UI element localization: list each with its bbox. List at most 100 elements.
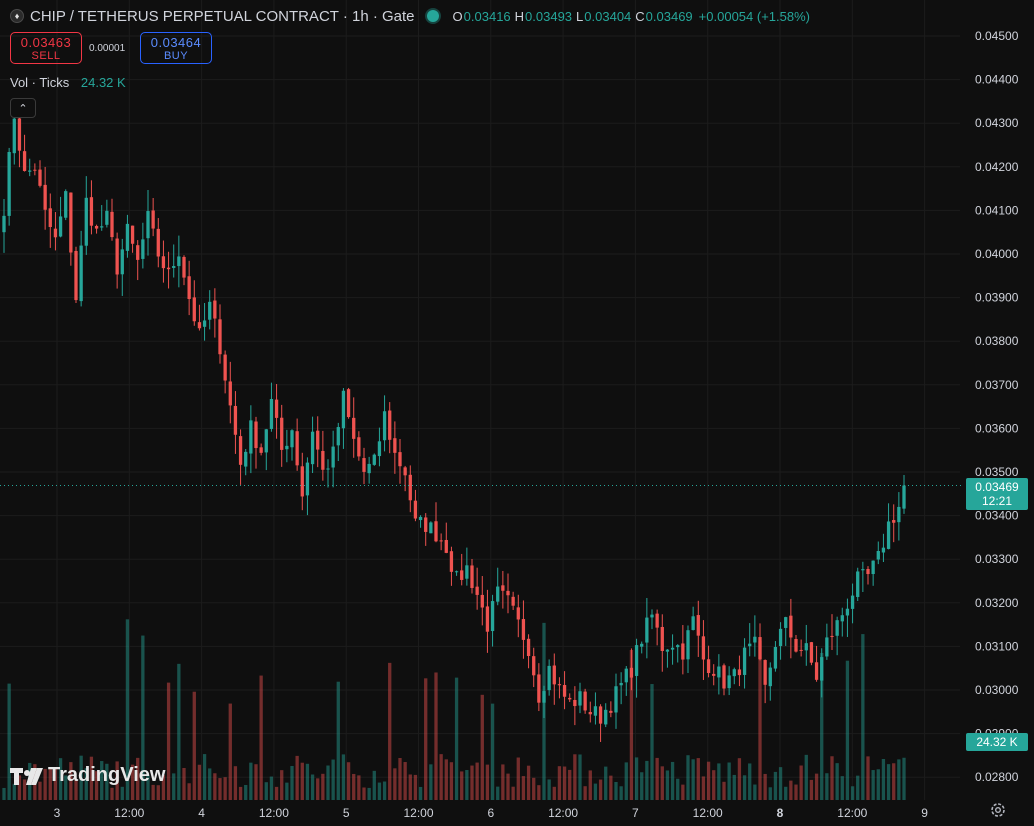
x-time-label: 12:00 [548,806,578,820]
candle-body [886,521,891,549]
candle-body [501,585,505,591]
buy-button[interactable]: 0.03464 BUY [140,32,212,64]
open-value: 0.03416 [463,8,511,24]
candle-body [799,649,803,651]
volume-bar [557,766,562,800]
volume-bar [141,635,145,800]
volume-bar [43,768,47,800]
sell-button[interactable]: 0.03463 SELL [10,32,82,64]
candle-body [264,429,268,453]
candle-body [537,674,541,703]
volume-bar [897,759,901,800]
volume-bar [362,787,366,800]
volume-bar [7,683,11,800]
volume-bar [670,761,675,800]
y-tick-label: 0.03600 [975,421,1019,435]
volume-bar [388,662,392,800]
volume-bar [650,684,654,800]
volume-bar [233,766,238,800]
volume-bar [100,761,104,800]
candle-body [814,662,819,680]
volume-bar [310,774,315,800]
volume-legend[interactable]: Vol · Ticks 24.32 K [10,75,126,90]
candle-body [377,441,382,457]
volume-bar [562,766,567,800]
volume-bar [120,786,124,800]
symbol-title[interactable]: CHIP / TETHERUS PERPETUAL CONTRACT · 1h … [30,7,415,25]
candle-body [706,659,711,674]
volume-bar [773,771,778,800]
volume-bar [64,775,68,800]
candle-body [238,436,243,465]
candle-body [208,301,212,320]
tradingview-watermark[interactable]: TradingView [10,764,165,787]
volume-bar [110,787,114,800]
settings-gear-icon[interactable] [989,801,1007,819]
volume-bar [629,650,634,800]
volume-bar [840,776,844,800]
volume-bar [568,769,572,800]
candle-body [28,170,32,172]
volume-bar [305,763,310,800]
candle-body [449,551,454,572]
candle-body [424,517,428,532]
candle-body [516,607,520,620]
volume-bar [454,677,459,800]
volume-bar [321,773,325,800]
volume-bar [429,764,433,800]
candle-body [552,665,556,685]
volume-bar [876,769,880,800]
volume-tag: 24.32 K [966,733,1028,751]
volume-bar [105,763,109,800]
candle-body [310,431,315,465]
volume-bar [753,784,757,800]
close-value: 0.03469 [645,8,693,24]
candle-body [156,228,160,257]
x-time-label: 12:00 [114,806,144,820]
volume-bar [238,786,243,800]
x-time-label: 12:00 [403,806,433,820]
candle-body [125,223,130,251]
candle-body [362,458,366,472]
candle-body [290,430,294,448]
candle-body [604,709,608,725]
candle-body [861,569,865,571]
volume-bar [789,780,793,800]
collapse-legend-button[interactable]: ⌃ [10,98,36,118]
candle-body [557,684,562,686]
candle-body [871,560,875,575]
candle-body [269,399,274,429]
candle-body [681,643,685,660]
volume-bar [465,770,469,800]
candle-body [192,297,196,322]
volume-bar [213,773,217,800]
candle-body [64,191,68,218]
candle-body [691,616,695,630]
y-tick-label: 0.03200 [975,596,1019,610]
volume-bar [346,762,351,800]
volume-bar [434,672,438,800]
price-axis: 0.04500 0.04400 0.04300 0.04200 0.04100 0.040… [975,29,1019,784]
candle-body [408,474,412,501]
high-label: H [514,8,525,24]
volume-bar [403,762,407,800]
sell-label: SELL [31,49,61,62]
candle-body [701,636,706,660]
volume-bar [418,786,423,800]
candle-body [300,466,304,497]
candle-body [177,256,181,267]
y-tick-label: 0.03100 [975,639,1019,653]
volume-bar [259,675,263,800]
volume-bar [804,754,808,800]
last-price-tag: 0.03469 12:21 [966,478,1028,510]
candle-body [588,712,592,715]
candle-body [105,210,109,225]
candle-body [573,699,577,707]
volume-bar [84,768,88,800]
candle-body [233,405,238,435]
volume-bar [856,775,860,800]
volume-bar [526,765,531,800]
volume-bar [187,783,191,800]
candles [2,104,906,742]
